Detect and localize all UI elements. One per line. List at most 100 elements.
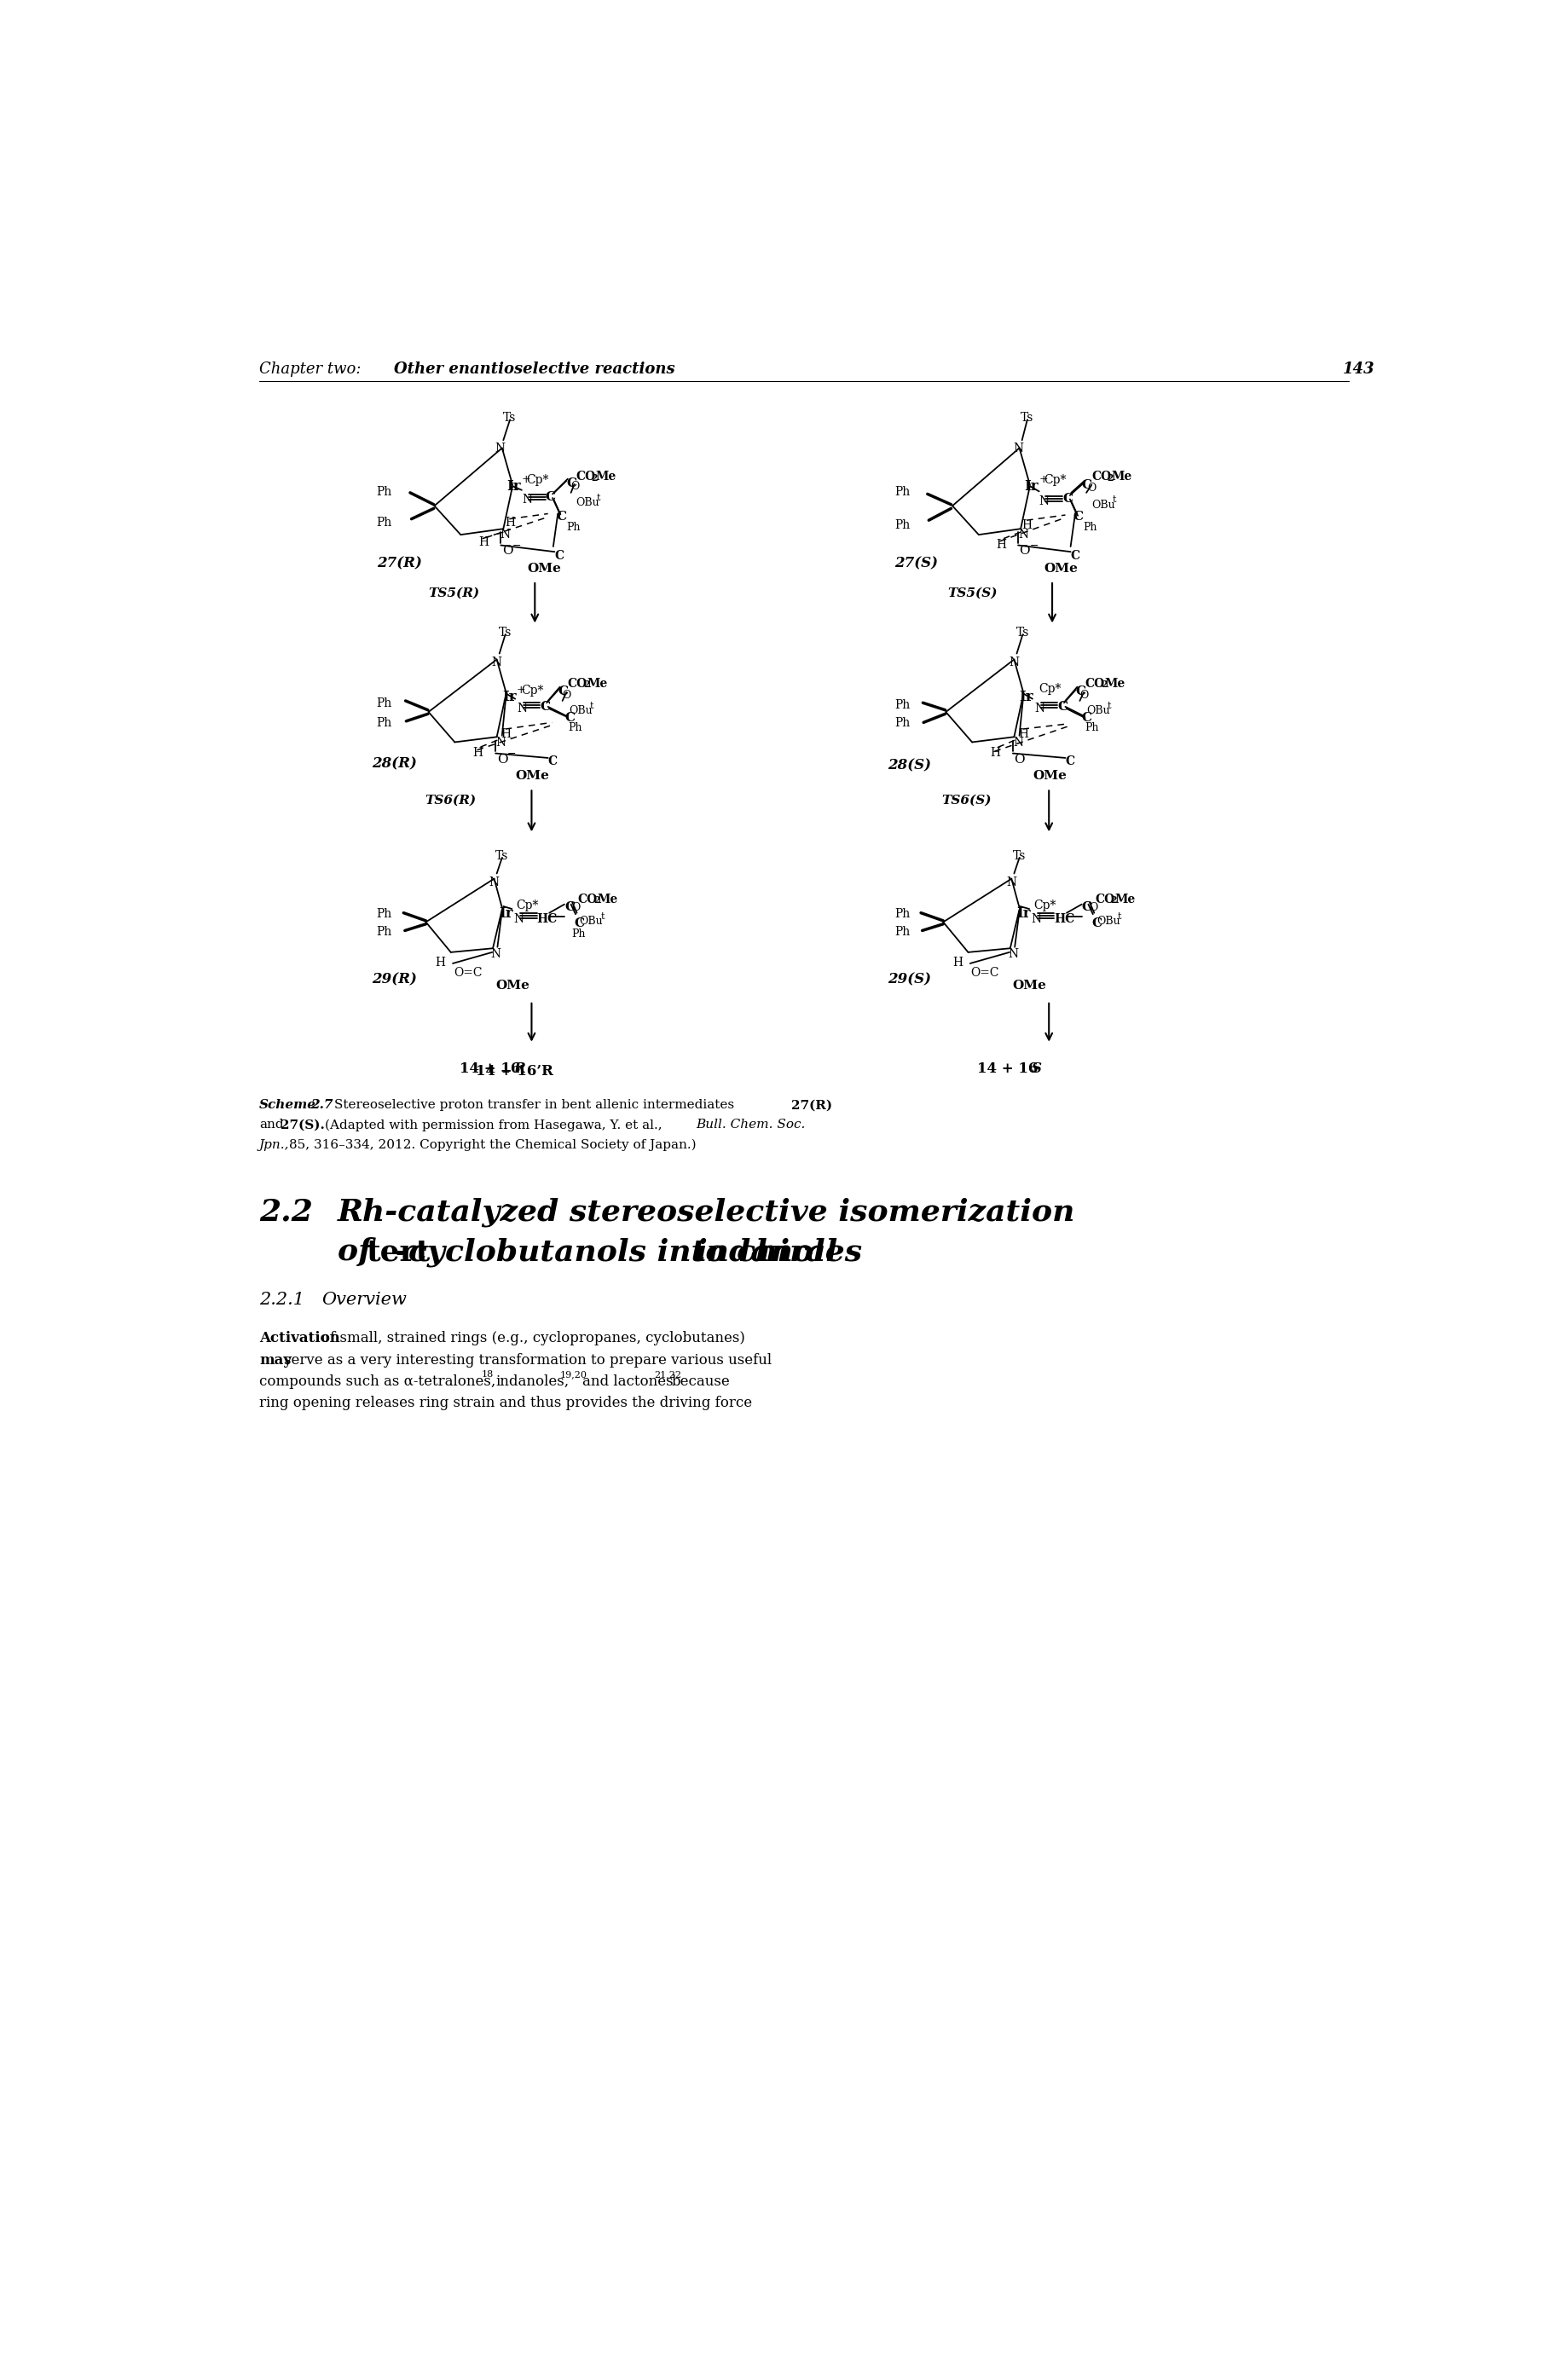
Text: Ir: Ir: [506, 480, 521, 494]
Text: O=C: O=C: [453, 968, 481, 980]
Text: Ts: Ts: [499, 627, 511, 639]
Text: N: N: [1030, 913, 1041, 925]
Text: C: C: [1065, 755, 1074, 767]
Text: Ts: Ts: [495, 849, 508, 861]
Text: C: C: [564, 712, 574, 724]
Text: Other enantioselective reactions: Other enantioselective reactions: [394, 362, 674, 376]
Text: H: H: [472, 748, 483, 759]
Text: O=C: O=C: [971, 968, 999, 980]
Text: Ir: Ir: [1016, 906, 1030, 920]
Text: Scheme: Scheme: [259, 1100, 317, 1112]
Text: t: t: [596, 494, 601, 502]
Text: C: C: [1091, 918, 1101, 930]
Text: 21,22: 21,22: [654, 1370, 681, 1379]
Text: Rh-catalyzed stereoselective isomerization: Rh-catalyzed stereoselective isomerizati…: [337, 1197, 1076, 1228]
Text: Ir: Ir: [1024, 480, 1038, 494]
Text: TS5(R): TS5(R): [428, 587, 480, 599]
Text: Ph: Ph: [1082, 521, 1096, 532]
Text: Ts: Ts: [1021, 412, 1033, 424]
Text: HC: HC: [536, 913, 557, 925]
Text: C: C: [566, 478, 577, 490]
Text: Ir: Ir: [1019, 689, 1033, 705]
Text: N: N: [1018, 528, 1029, 542]
Text: C: C: [539, 700, 550, 712]
Text: 27(R): 27(R): [376, 556, 422, 570]
Text: S: S: [1030, 1062, 1041, 1077]
Text: 2: 2: [593, 894, 599, 904]
Text: Me: Me: [586, 677, 608, 691]
Text: 2.2: 2.2: [259, 1197, 312, 1228]
Text: Ts: Ts: [503, 412, 516, 424]
Text: O: O: [502, 544, 513, 556]
Text: Me: Me: [597, 892, 618, 906]
Text: 2: 2: [1107, 473, 1113, 483]
Text: N: N: [514, 913, 524, 925]
Text: Cp*: Cp*: [1033, 899, 1055, 911]
Text: H: H: [1021, 518, 1032, 530]
Text: 29(R): 29(R): [372, 972, 417, 987]
Text: Activation: Activation: [259, 1332, 340, 1346]
Text: 27(S): 27(S): [894, 556, 938, 570]
Text: of: of: [337, 1237, 383, 1266]
Text: C: C: [554, 549, 564, 561]
Text: H: H: [500, 729, 511, 741]
Text: Ts: Ts: [1016, 627, 1029, 639]
Text: t: t: [1107, 703, 1110, 710]
Text: OMe: OMe: [1032, 769, 1066, 781]
Text: OMe: OMe: [527, 563, 561, 575]
Text: TS5(S): TS5(S): [947, 587, 997, 599]
Text: OBu: OBu: [569, 705, 593, 717]
Text: OMe: OMe: [514, 769, 549, 781]
Text: H: H: [434, 956, 445, 968]
Text: Ph: Ph: [376, 909, 392, 920]
Text: H: H: [989, 748, 999, 759]
Text: OMe: OMe: [1013, 980, 1046, 991]
Text: (Adapted with permission from Hasegawa, Y. et al.,: (Adapted with permission from Hasegawa, …: [325, 1119, 662, 1131]
Text: Overview: Overview: [321, 1292, 406, 1308]
Text: OBu: OBu: [1091, 499, 1115, 511]
Text: 85, 316–334, 2012. Copyright the Chemical Society of Japan.): 85, 316–334, 2012. Copyright the Chemica…: [289, 1138, 696, 1150]
Text: Bull. Chem. Soc.: Bull. Chem. Soc.: [696, 1119, 806, 1131]
Text: t: t: [601, 913, 604, 920]
Text: N: N: [495, 736, 505, 750]
Text: C: C: [1074, 686, 1085, 698]
Text: 2.7: 2.7: [310, 1100, 332, 1112]
Text: Ph: Ph: [376, 925, 392, 937]
Text: N: N: [1038, 494, 1049, 506]
Text: OMe: OMe: [495, 980, 528, 991]
Text: C: C: [1069, 549, 1079, 561]
Text: TS6(S): TS6(S): [941, 795, 991, 807]
Text: Ph: Ph: [894, 925, 909, 937]
Text: Ph: Ph: [1085, 722, 1099, 733]
Text: C: C: [546, 492, 555, 504]
Text: Me: Me: [594, 471, 616, 483]
Text: N: N: [1013, 736, 1022, 750]
Text: 28(S): 28(S): [887, 757, 931, 771]
Text: H: H: [478, 537, 488, 549]
Text: 29(S): 29(S): [887, 972, 931, 987]
Text: 14 + 16: 14 + 16: [977, 1062, 1036, 1077]
Text: N: N: [489, 875, 499, 887]
Text: indanoles,: indanoles,: [495, 1375, 569, 1389]
Text: Me: Me: [1113, 892, 1135, 906]
Text: N: N: [1008, 655, 1019, 667]
Text: Cp*: Cp*: [525, 473, 549, 487]
Text: OBu: OBu: [575, 497, 599, 509]
Text: −: −: [1029, 539, 1038, 551]
Text: N: N: [522, 494, 532, 506]
Text: +: +: [522, 473, 530, 485]
Text: 2.2.1: 2.2.1: [259, 1292, 304, 1308]
Text: O: O: [1019, 544, 1030, 556]
Text: 27(R): 27(R): [790, 1100, 831, 1112]
Text: Cp*: Cp*: [521, 684, 543, 696]
Text: 2: 2: [1101, 679, 1107, 689]
Text: Ph: Ph: [376, 717, 392, 729]
Text: OBu: OBu: [579, 916, 602, 927]
Text: 14 + 16: 14 + 16: [459, 1062, 521, 1077]
Text: OMe: OMe: [1043, 563, 1077, 575]
Text: t: t: [1118, 913, 1121, 920]
Text: C: C: [1073, 511, 1083, 523]
Text: CO: CO: [577, 892, 597, 906]
Text: 2: 2: [591, 473, 597, 483]
Text: 27(S).: 27(S).: [281, 1119, 325, 1131]
